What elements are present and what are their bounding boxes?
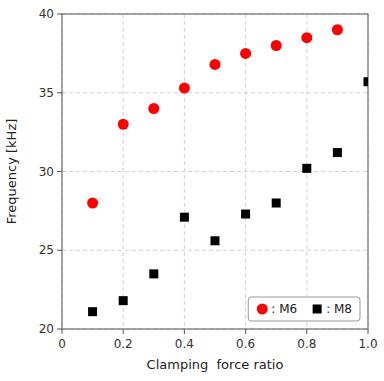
point <box>119 296 128 305</box>
x-tick-label: 0.6 <box>236 337 255 351</box>
x-tick <box>184 329 185 334</box>
point <box>211 236 220 245</box>
point <box>272 199 281 208</box>
point <box>302 164 311 173</box>
x-tick-label: 0 <box>58 337 66 351</box>
y-tick <box>57 329 62 330</box>
legend-text: : M6 <box>271 302 297 316</box>
point <box>364 77 369 86</box>
y-tick <box>57 14 62 15</box>
legend-marker <box>313 305 322 314</box>
y-grid-line <box>62 171 368 172</box>
plot-frame <box>62 14 368 329</box>
y-tick <box>57 92 62 93</box>
point <box>148 103 159 114</box>
y-tick-label: 20 <box>39 322 54 336</box>
point <box>241 210 250 219</box>
legend-box <box>248 297 360 321</box>
x-tick-label: 1.0 <box>358 337 377 351</box>
x-grid-line <box>123 14 124 329</box>
x-tick <box>62 329 63 334</box>
point <box>240 48 251 59</box>
point <box>271 40 282 51</box>
y-tick-label: 25 <box>39 243 54 257</box>
point <box>333 148 342 157</box>
x-tick <box>306 329 307 334</box>
x-tick-label: 0.8 <box>297 337 316 351</box>
point <box>210 59 221 70</box>
y-grid-line <box>62 250 368 251</box>
legend-item: : M6 <box>257 302 297 316</box>
points <box>87 24 368 316</box>
point <box>149 269 158 278</box>
y-tick <box>57 171 62 172</box>
y-tick <box>57 250 62 251</box>
legend-text: : M8 <box>326 302 352 316</box>
legend: : M6 : M8 <box>248 297 360 321</box>
point <box>301 32 312 43</box>
y-grid-line <box>62 92 368 93</box>
x-tick <box>123 329 124 334</box>
x-tick <box>368 329 369 334</box>
legend-marker <box>257 304 268 315</box>
point <box>180 213 189 222</box>
grid <box>62 14 368 329</box>
x-tick-label: 0.4 <box>175 337 194 351</box>
background <box>0 0 384 381</box>
x-tick <box>245 329 246 334</box>
y-axis-label: Frequency [kHz] <box>4 119 19 225</box>
y-tick-label: 40 <box>39 7 54 21</box>
point <box>87 198 98 209</box>
y-tick-label: 30 <box>39 165 54 179</box>
x-axis-label: Clamping force ratio <box>147 357 284 372</box>
legend-item: : M8 <box>313 302 352 316</box>
point <box>332 24 343 35</box>
point <box>179 83 190 94</box>
point <box>118 119 129 130</box>
x-tick-label: 0.2 <box>114 337 133 351</box>
point <box>88 307 97 316</box>
y-tick-label: 35 <box>39 86 54 100</box>
